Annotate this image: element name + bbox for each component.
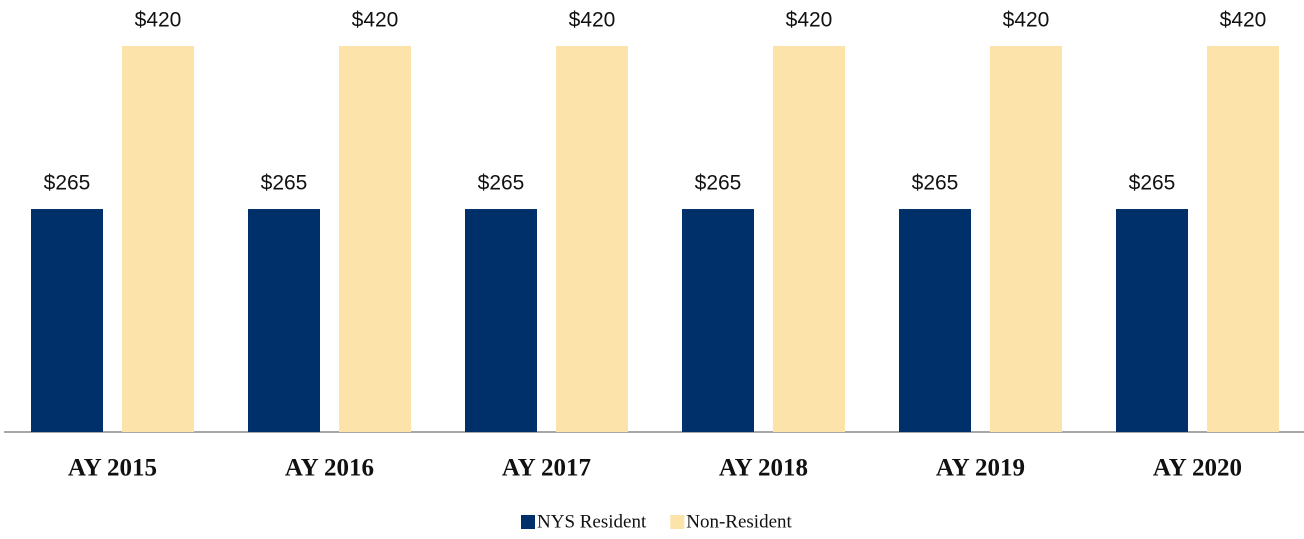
data-label: $420 [352, 9, 399, 32]
x-tick-label: AY 2019 [936, 455, 1025, 482]
bar [990, 46, 1062, 432]
bar [31, 209, 103, 432]
data-label: $420 [1003, 9, 1050, 32]
data-label: $265 [695, 172, 742, 195]
data-label: $420 [569, 9, 616, 32]
bar [1207, 46, 1279, 432]
data-label: $265 [912, 172, 959, 195]
bar [899, 209, 971, 432]
bar [248, 209, 320, 432]
data-label: $265 [44, 172, 91, 195]
data-label: $420 [786, 9, 833, 32]
data-label: $265 [261, 172, 308, 195]
legend-swatch [521, 515, 535, 529]
legend-label: NYS Resident [537, 511, 647, 532]
x-tick-label: AY 2020 [1153, 455, 1242, 482]
bar [122, 46, 194, 432]
data-label: $265 [478, 172, 525, 195]
bar [682, 209, 754, 432]
x-tick-label: AY 2017 [502, 455, 591, 482]
data-label: $420 [135, 9, 182, 32]
legend-swatch [670, 515, 685, 529]
x-tick-label: AY 2018 [719, 455, 808, 482]
bar [1116, 209, 1188, 432]
bar [339, 46, 411, 432]
bar [465, 209, 537, 432]
bar [556, 46, 628, 432]
data-label: $265 [1129, 172, 1176, 195]
data-label: $420 [1220, 9, 1267, 32]
x-tick-label: AY 2016 [285, 455, 374, 482]
x-tick-label: AY 2015 [68, 455, 157, 482]
bar [773, 46, 845, 432]
legend-label: Non-Resident [686, 511, 792, 532]
